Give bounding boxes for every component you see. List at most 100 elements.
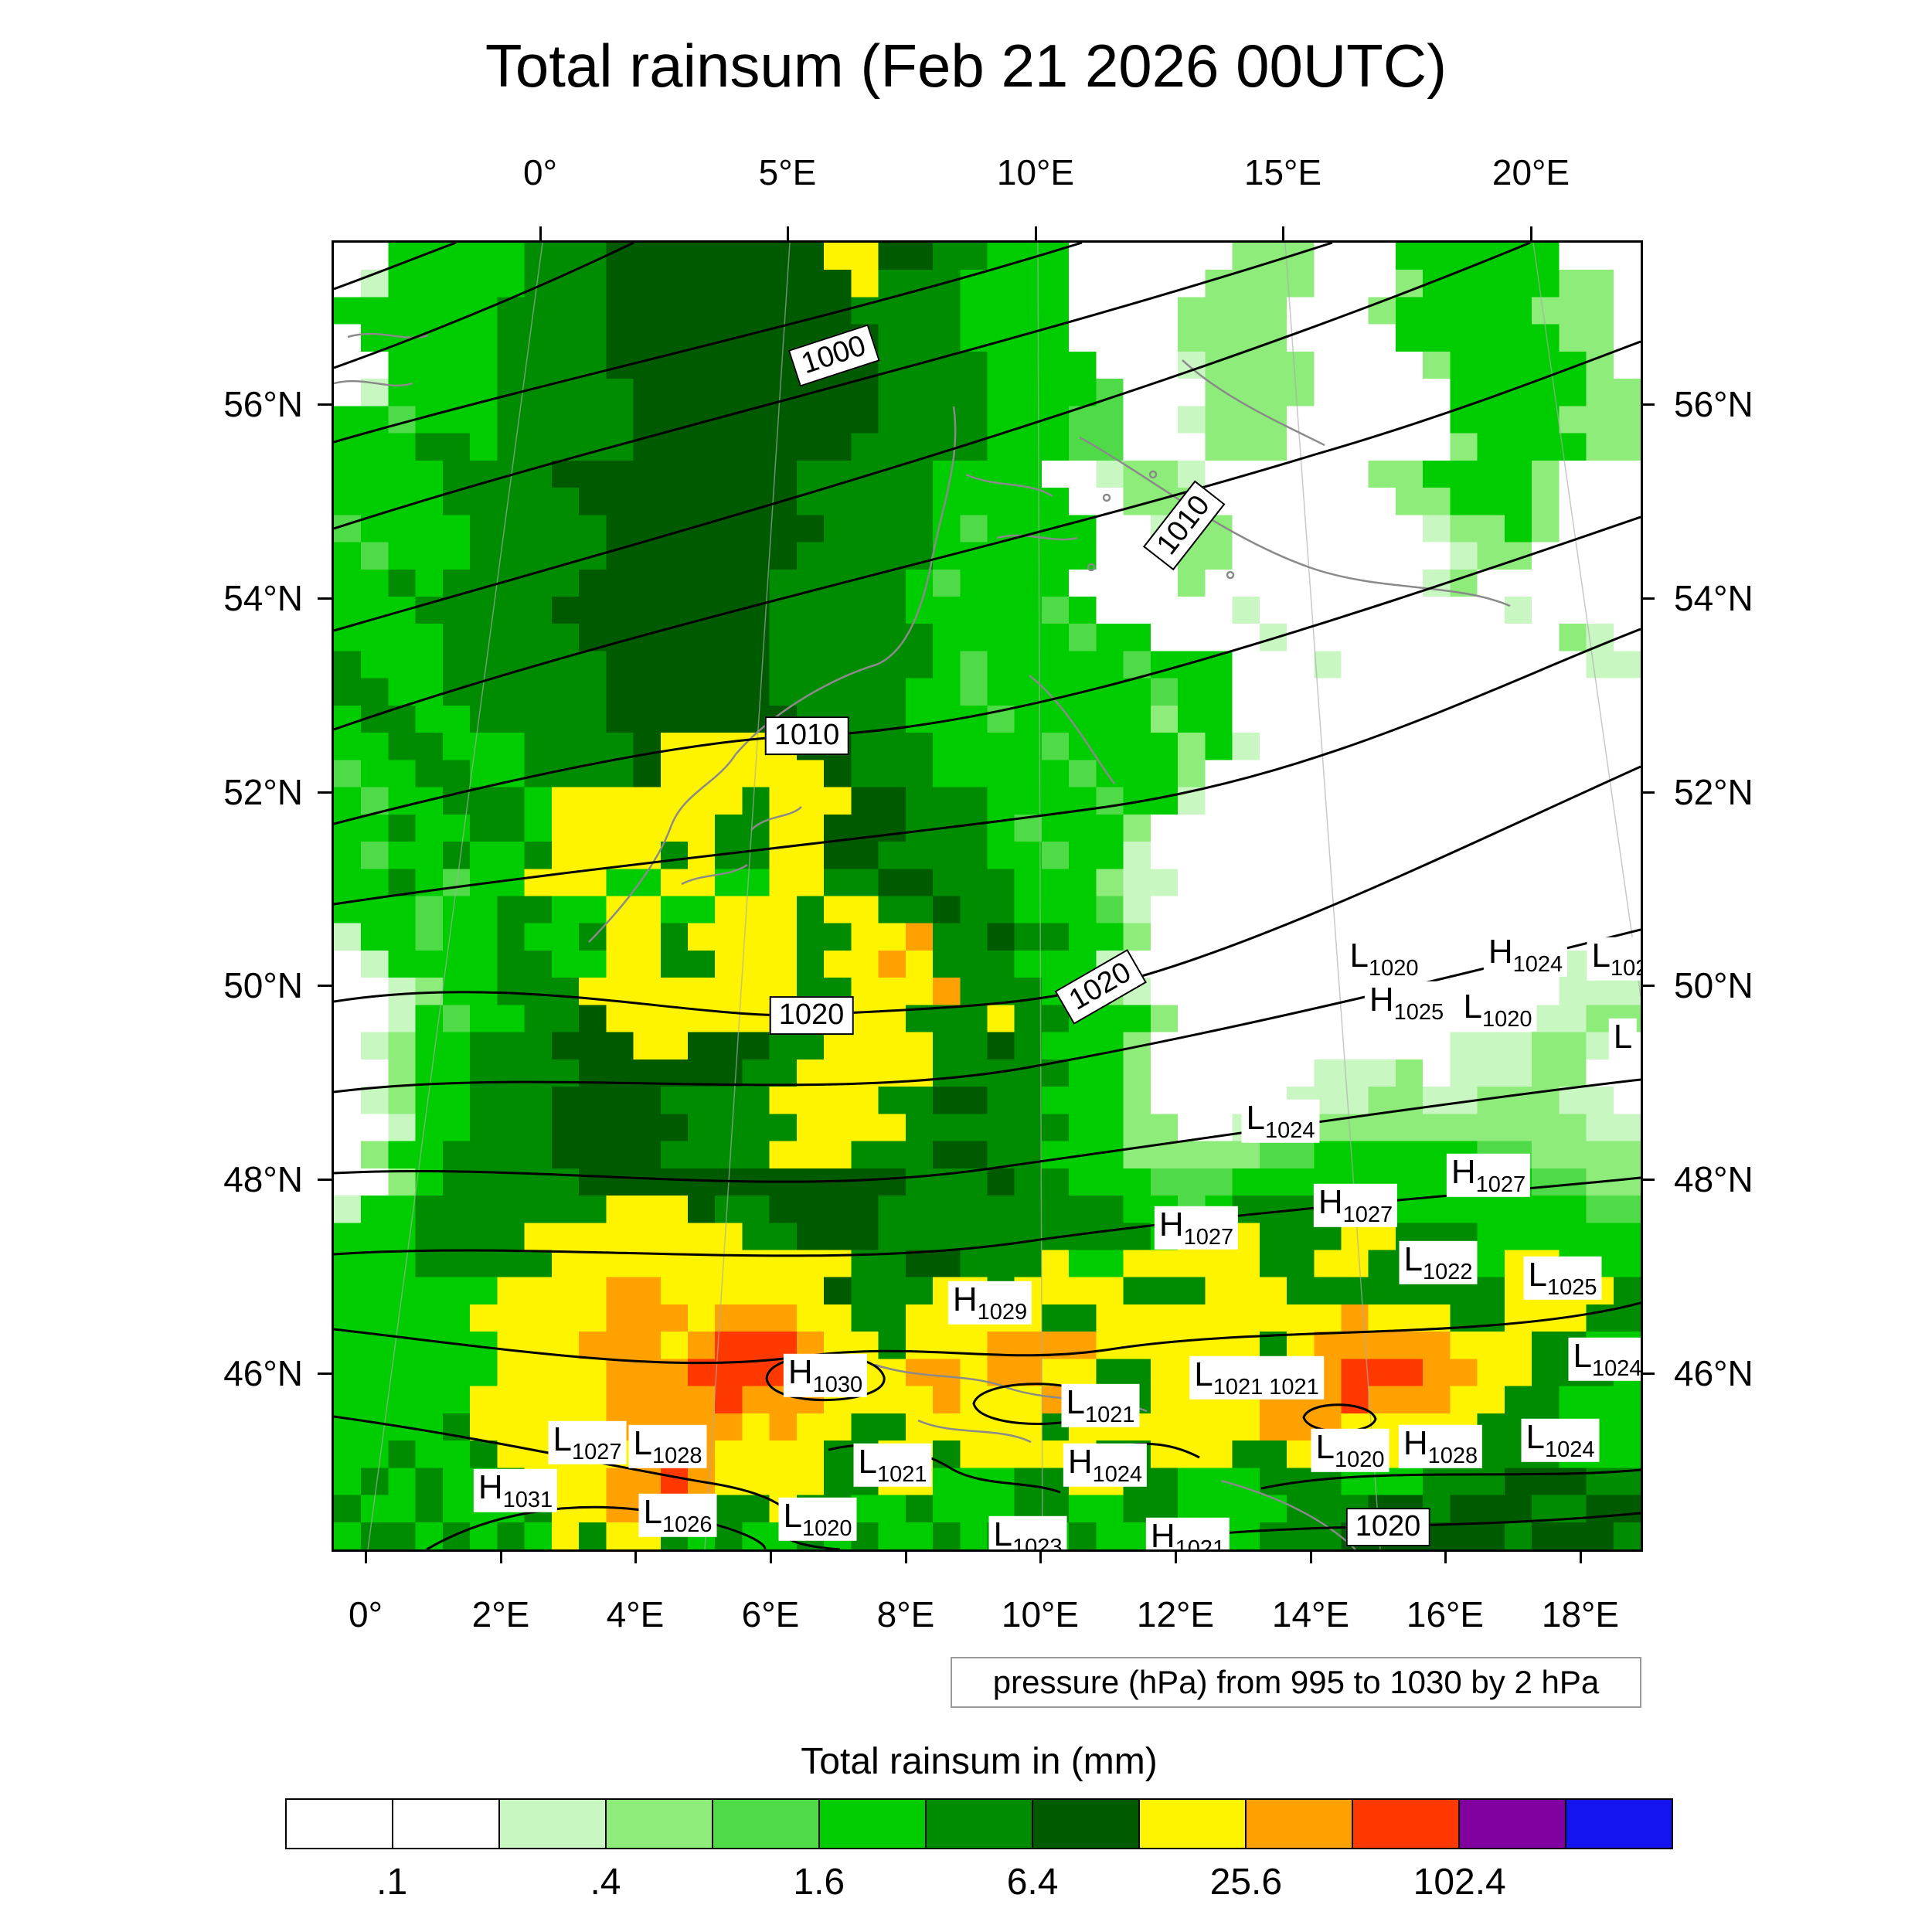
- pressure-center-letter: L: [783, 1496, 802, 1535]
- axis-label-bottom: 12°E: [1136, 1594, 1215, 1634]
- tick-left: [318, 1179, 332, 1181]
- tick-bottom: [1175, 1549, 1177, 1563]
- pressure-center-letter: L: [1528, 1255, 1547, 1294]
- axis-label-top: 0°: [523, 152, 557, 192]
- tick-top: [1530, 226, 1532, 240]
- isobar-value-label: 1020: [1345, 1508, 1430, 1546]
- coastlines: [334, 332, 1511, 1549]
- colorbar-cell: [713, 1800, 820, 1848]
- pressure-center-label: H1029: [947, 1280, 1032, 1325]
- colorbar-tick-label: 25.6: [1209, 1862, 1283, 1903]
- pressure-center-label: L1026: [638, 1492, 717, 1538]
- pressure-center-label: H1025: [1364, 981, 1449, 1026]
- pressure-center-letter: L: [1591, 936, 1611, 975]
- pressure-caption-text: pressure (hPa) from 995 to 1030 by 2 hPa: [992, 1664, 1600, 1700]
- pressure-center-letter: L: [553, 1420, 572, 1458]
- meridian-gridlines: [367, 243, 1641, 1549]
- tick-top: [1282, 226, 1284, 240]
- colorbar-cell: [1460, 1800, 1566, 1848]
- pressure-center-value: 1030: [812, 1372, 863, 1397]
- pressure-center-label: L1020: [1345, 937, 1423, 981]
- colorbar-cell: [1140, 1800, 1247, 1848]
- axis-label-bottom: 4°E: [606, 1594, 665, 1634]
- pressure-center-label: L1021 1021: [1189, 1355, 1324, 1400]
- axis-label-left: 48°N: [223, 1159, 303, 1199]
- axis-label-bottom: 8°E: [876, 1594, 935, 1634]
- isobar-value-label: 1020: [1054, 949, 1147, 1025]
- pressure-center-value: 1027: [571, 1439, 622, 1464]
- colorbar-tick-label: .1: [376, 1862, 408, 1903]
- axis-label-left: 52°N: [223, 772, 303, 812]
- pressure-center-value: 1020: [1368, 955, 1419, 981]
- pressure-center-value: 1024: [1264, 1117, 1315, 1143]
- pressure-center-label: H1024: [1063, 1443, 1148, 1488]
- pressure-center-label: H1027: [1154, 1206, 1239, 1250]
- tick-bottom: [500, 1549, 502, 1563]
- pressure-center-label: L1020: [1458, 988, 1537, 1032]
- pressure-center-label: L1023: [988, 1515, 1067, 1549]
- axis-label-right: 52°N: [1674, 772, 1753, 812]
- pressure-center-value: 1020: [801, 1515, 852, 1541]
- pressure-center-value: 1022: [1422, 1259, 1473, 1284]
- pressure-center-value: 1024: [1544, 1437, 1595, 1462]
- pressure-center-letter: L: [858, 1442, 877, 1481]
- pressure-center-label: H1028: [1398, 1423, 1483, 1469]
- pressure-center-letter: H: [1403, 1423, 1428, 1462]
- axis-label-bottom: 18°E: [1541, 1594, 1620, 1634]
- pressure-center-letter: L: [1066, 1383, 1085, 1421]
- axis-label-bottom: 10°E: [1001, 1594, 1080, 1634]
- map-label-layer: L1020H1024L1024H1025L1020LL1024H1027H102…: [334, 243, 1641, 1549]
- colorbar-cell: [393, 1800, 500, 1848]
- pressure-center-label: L1022: [1399, 1240, 1478, 1285]
- pressure-center-value: 1026: [662, 1512, 713, 1537]
- tick-right: [1641, 791, 1655, 794]
- axis-label-right: 56°N: [1674, 384, 1753, 424]
- pressure-center-label: L1020: [1311, 1428, 1389, 1473]
- tick-right: [1641, 985, 1655, 987]
- pressure-center-value: 1024: [1591, 1355, 1642, 1381]
- pressure-center-letter: H: [952, 1280, 978, 1318]
- tick-bottom: [365, 1549, 367, 1563]
- axis-label-left: 54°N: [223, 578, 303, 618]
- pressure-center-label: H1027: [1313, 1183, 1398, 1228]
- pressure-center-letter: H: [1451, 1152, 1476, 1191]
- axis-label-bottom: 2°E: [471, 1594, 530, 1634]
- pressure-center-letter: H: [1150, 1516, 1175, 1552]
- pressure-center-value: 1020: [1334, 1447, 1385, 1472]
- tick-right: [1641, 597, 1655, 600]
- tick-bottom: [1310, 1549, 1312, 1563]
- pressure-center-letter: H: [478, 1468, 503, 1506]
- pressure-center-value: 1029: [977, 1299, 1028, 1325]
- pressure-center-letter: L: [643, 1492, 662, 1531]
- tick-top: [539, 226, 542, 240]
- pressure-center-value: 1024: [1512, 951, 1563, 977]
- pressure-center-label: L1025: [1523, 1255, 1602, 1301]
- pressure-center-value: 1021: [1175, 1536, 1226, 1552]
- pressure-center-label: L1021: [1061, 1383, 1140, 1428]
- pressure-center-letter: L: [1613, 1017, 1633, 1056]
- colorbar-cell: [500, 1800, 607, 1848]
- pressure-center-value: 1025: [1393, 999, 1444, 1025]
- pressure-center-label: L1021: [853, 1442, 932, 1488]
- pressure-center-label: L1027: [548, 1420, 627, 1465]
- pressure-center-letter: H: [1488, 932, 1513, 971]
- colorbar-cell: [820, 1800, 927, 1848]
- tick-bottom: [1444, 1549, 1447, 1563]
- tick-right: [1641, 1179, 1655, 1181]
- tick-bottom: [634, 1549, 637, 1563]
- tick-left: [318, 1372, 332, 1375]
- colorbar-cell: [287, 1800, 393, 1848]
- pressure-center-label: L1024: [1241, 1099, 1320, 1144]
- isobar-value-label: 1010: [1142, 480, 1226, 571]
- tick-left: [318, 985, 332, 987]
- pressure-center-label: L1028: [628, 1423, 707, 1469]
- tick-top: [1035, 226, 1037, 240]
- map-overlay: [334, 243, 1641, 1549]
- pressure-center-letter: L: [1403, 1240, 1423, 1278]
- pressure-center-letter: L: [1194, 1355, 1213, 1393]
- pressure-center-label: L1020: [778, 1496, 857, 1542]
- pressure-center-letter: L: [633, 1423, 652, 1462]
- pressure-center-letter: H: [787, 1352, 813, 1391]
- tick-bottom: [1580, 1549, 1582, 1563]
